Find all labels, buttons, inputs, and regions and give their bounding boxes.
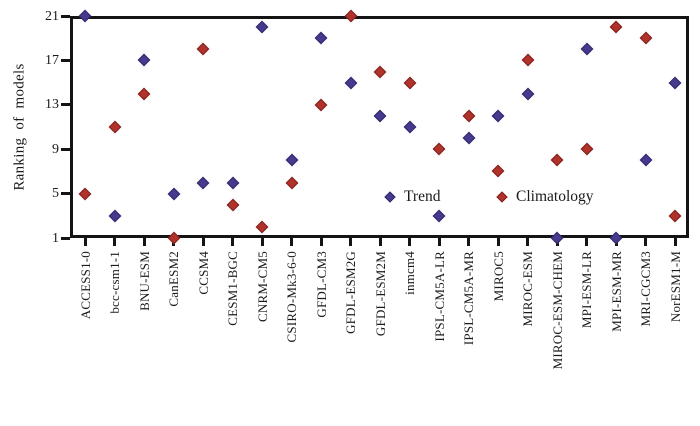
x-tick-mark	[290, 236, 294, 246]
x-axis-label: CanESM2	[166, 251, 182, 307]
trend-diamond-icon	[384, 191, 396, 203]
x-axis-label: IPSL-CM5A-MR	[461, 251, 477, 346]
x-tick-mark	[496, 236, 500, 246]
x-axis-label: bcc-csm1-1	[107, 251, 123, 314]
x-tick-mark	[467, 236, 471, 246]
y-axis-title: Ranking of models	[11, 63, 28, 191]
x-axis-label: GFDL-CM3	[313, 251, 329, 318]
x-axis-label: MRI-CGCM3	[638, 251, 654, 327]
x-axis-label: GFDL-ESM2G	[343, 251, 359, 334]
x-tick-mark	[142, 236, 146, 246]
x-tick-mark	[319, 236, 323, 246]
x-tick-mark	[83, 236, 87, 246]
x-axis-label: inmcm4	[402, 251, 418, 295]
legend-item-trend: Trend	[384, 188, 441, 205]
y-tick-label: 13	[45, 97, 59, 113]
y-tick-mark	[61, 192, 70, 196]
x-axis-label: ACCESS1-0	[77, 251, 93, 320]
x-tick-mark	[349, 236, 353, 246]
x-axis-label: CESM1-BGC	[225, 251, 241, 326]
x-axis-label: BNU-ESM	[136, 251, 152, 311]
x-axis-label: MIROC-ESM	[520, 251, 536, 327]
y-tick-label: 17	[45, 52, 59, 68]
x-axis-label: IPSL-CM5A-LR	[431, 251, 447, 342]
x-axis-label: CSIRO-Mk3-6-0	[284, 251, 300, 343]
x-tick-mark	[201, 236, 205, 246]
y-tick-mark	[61, 103, 70, 107]
x-tick-mark	[644, 236, 648, 246]
x-axis-label: MIROC-ESM-CHEM	[549, 251, 565, 370]
climatology-diamond-icon	[496, 191, 508, 203]
x-tick-mark	[526, 236, 530, 246]
x-tick-mark	[408, 236, 412, 246]
x-axis-label: MIROC5	[490, 251, 506, 302]
plot-frame	[70, 16, 689, 238]
x-tick-mark	[260, 236, 264, 246]
x-tick-mark	[378, 236, 382, 246]
x-axis-label: NorESM1-M	[667, 251, 683, 323]
y-tick-label: 1	[52, 230, 59, 246]
x-axis-label: CNRM-CM5	[254, 251, 270, 322]
x-axis-label: GFDL-ESM2M	[372, 251, 388, 337]
x-tick-mark	[437, 236, 441, 246]
x-tick-mark	[585, 236, 589, 246]
x-tick-mark	[113, 236, 117, 246]
y-tick-label: 21	[45, 8, 59, 24]
y-tick-mark	[61, 14, 70, 18]
y-tick-mark	[61, 58, 70, 62]
legend-item-climatology: Climatology	[496, 188, 594, 205]
y-tick-label: 5	[52, 186, 59, 202]
y-tick-mark	[61, 236, 70, 240]
legend-label-climatology: Climatology	[516, 188, 594, 205]
x-tick-mark	[673, 236, 677, 246]
y-tick-label: 9	[52, 141, 59, 157]
x-axis-label: CCSM4	[195, 251, 211, 295]
y-tick-mark	[61, 147, 70, 151]
legend-label-trend: Trend	[404, 188, 441, 205]
x-axis-label: MPI-ESM-LR	[579, 251, 595, 329]
x-tick-mark	[231, 236, 235, 246]
x-axis-label: MPI-ESM-MR	[608, 251, 624, 332]
